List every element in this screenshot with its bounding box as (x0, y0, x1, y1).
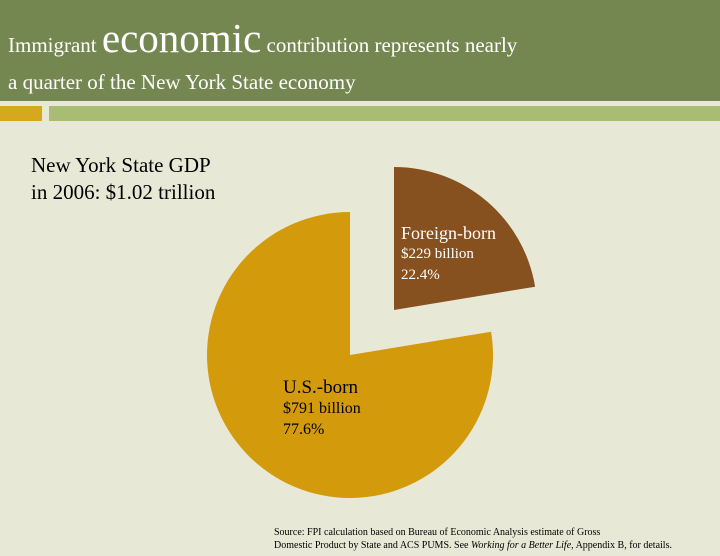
us-born-name: U.S.-born (283, 377, 358, 398)
foreign-born-name: Foreign-born (401, 223, 496, 243)
foreign-born-amount: $229 billion (401, 246, 474, 262)
title-prefix: Immigrant (8, 33, 97, 57)
accent-bar-gold (0, 106, 42, 121)
slide-title-line2: a quarter of the New York State economy (8, 70, 356, 94)
source-line2-suffix: , Appendix B, for details. (571, 540, 672, 551)
title-emphasis: economic (101, 15, 262, 61)
foreign-born-percent: 22.4% (401, 267, 440, 283)
title-suffix: contribution represents nearly (266, 33, 518, 57)
pie-slice-us-born (207, 212, 494, 498)
source-line2: Domestic Product by State and ACS PUMS. … (274, 539, 672, 552)
slice-label-us-born: U.S.-born $791 billion 77.6% (283, 377, 361, 440)
source-line2-prefix: Domestic Product by State and ACS PUMS. … (274, 540, 469, 551)
source-note: Source: FPI calculation based on Bureau … (274, 526, 672, 552)
source-line2-italic: Working for a Better Life (470, 540, 572, 551)
slice-label-foreign-born: Foreign-born $229 billion 22.4% (401, 223, 496, 286)
title-banner: Immigrant economic contribution represen… (0, 0, 720, 101)
source-line1: Source: FPI calculation based on Bureau … (274, 527, 601, 538)
slide-title-line1: Immigrant economic contribution represen… (8, 14, 517, 62)
chart-subtitle: New York State GDP in 2006: $1.02 trilli… (31, 152, 215, 206)
accent-bar-green (49, 106, 720, 121)
pie-slice-foreign-born (394, 167, 536, 310)
subtitle-line2: in 2006: $1.02 trillion (31, 180, 216, 204)
us-born-percent: 77.6% (283, 421, 325, 438)
us-born-amount: $791 billion (283, 400, 361, 417)
subtitle-line1: New York State GDP (31, 153, 211, 177)
